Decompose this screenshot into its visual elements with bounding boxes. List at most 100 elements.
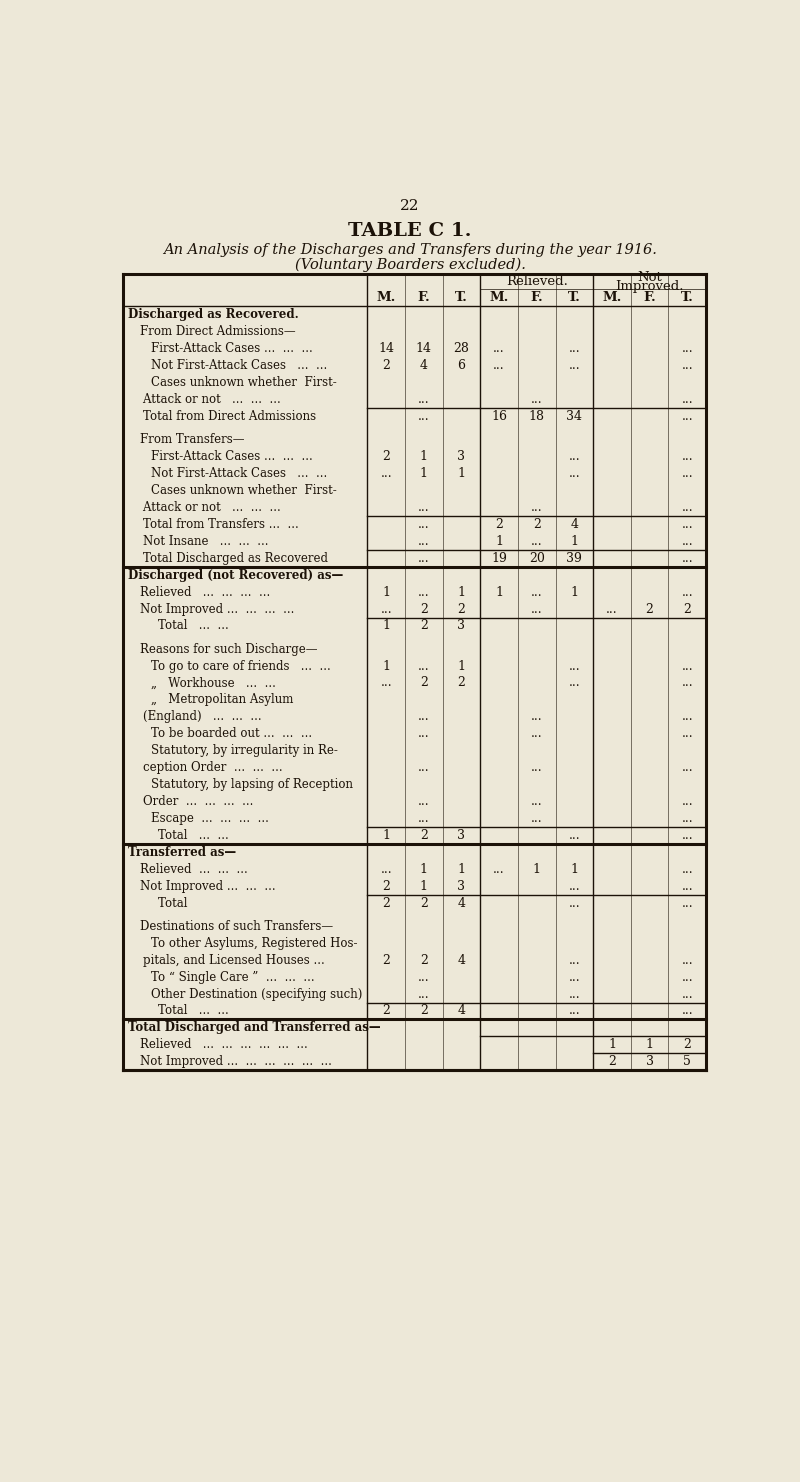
Text: 14: 14 [416, 342, 432, 356]
Text: 1: 1 [382, 659, 390, 673]
Text: 2: 2 [382, 451, 390, 462]
Text: 6: 6 [458, 359, 466, 372]
Text: First-Attack Cases ...  ...  ...: First-Attack Cases ... ... ... [151, 451, 313, 462]
Text: Improved.: Improved. [615, 280, 684, 293]
Text: ...: ... [531, 710, 542, 723]
Text: To go to care of friends   ...  ...: To go to care of friends ... ... [151, 659, 331, 673]
Text: 19: 19 [491, 551, 507, 565]
Text: ...: ... [531, 794, 542, 808]
Text: ...: ... [418, 659, 430, 673]
Text: ...: ... [682, 880, 693, 892]
Text: Total from Transfers ...  ...: Total from Transfers ... ... [128, 517, 298, 531]
Text: 2: 2 [382, 953, 390, 966]
Text: 2: 2 [382, 359, 390, 372]
Text: 1: 1 [382, 585, 390, 599]
Text: Destinations of such Transfers—: Destinations of such Transfers— [139, 920, 333, 932]
Text: ...: ... [531, 535, 542, 548]
Text: ...: ... [682, 728, 693, 741]
Text: 2: 2 [533, 517, 541, 531]
Text: ...: ... [682, 659, 693, 673]
Text: 2: 2 [420, 619, 428, 633]
Text: 4: 4 [458, 897, 466, 910]
Text: 16: 16 [491, 411, 507, 422]
Text: ...: ... [569, 1005, 580, 1018]
Text: Relieved.: Relieved. [506, 274, 568, 288]
Text: ...: ... [682, 551, 693, 565]
Text: ...: ... [418, 762, 430, 774]
Text: 1: 1 [420, 467, 428, 480]
Text: Cases unknown whether  First-: Cases unknown whether First- [151, 376, 337, 390]
Text: ...: ... [569, 342, 580, 356]
Text: Total   ...  ...: Total ... ... [128, 619, 229, 633]
Text: Total: Total [128, 897, 187, 910]
Text: Other Destination (specifying such): Other Destination (specifying such) [151, 987, 362, 1000]
Text: Total   ...  ...: Total ... ... [128, 1005, 229, 1018]
Text: Statutory, by irregularity in Re-: Statutory, by irregularity in Re- [151, 744, 338, 757]
Text: ...: ... [531, 393, 542, 406]
Text: ...: ... [569, 659, 580, 673]
Text: ...: ... [682, 762, 693, 774]
Text: 5: 5 [683, 1055, 691, 1069]
Text: ...: ... [569, 359, 580, 372]
Text: ...: ... [682, 710, 693, 723]
Text: ...: ... [418, 710, 430, 723]
Text: M.: M. [602, 292, 622, 304]
Text: ...: ... [418, 585, 430, 599]
Text: ...: ... [682, 828, 693, 842]
Text: 2: 2 [458, 676, 466, 689]
Text: T.: T. [455, 292, 468, 304]
Text: M.: M. [377, 292, 396, 304]
Text: Attack or not   ...  ...  ...: Attack or not ... ... ... [128, 393, 281, 406]
Text: ...: ... [569, 987, 580, 1000]
Text: 1: 1 [382, 619, 390, 633]
Text: F.: F. [418, 292, 430, 304]
Text: ...: ... [418, 501, 430, 514]
Text: ...: ... [418, 971, 430, 984]
Text: ...: ... [682, 359, 693, 372]
Text: From Transfers—: From Transfers— [139, 433, 244, 446]
Text: ...: ... [569, 676, 580, 689]
Text: Cases unknown whether  First-: Cases unknown whether First- [151, 485, 337, 496]
Text: M.: M. [490, 292, 509, 304]
Text: 2: 2 [608, 1055, 616, 1069]
Text: 1: 1 [420, 451, 428, 462]
Text: ...: ... [569, 971, 580, 984]
Text: 4: 4 [570, 517, 578, 531]
Text: ...: ... [494, 863, 505, 876]
Text: An Analysis of the Discharges and Transfers during the year 1916.: An Analysis of the Discharges and Transf… [163, 243, 657, 256]
Text: Not Improved ...  ...  ...: Not Improved ... ... ... [139, 880, 275, 892]
Text: 2: 2 [420, 897, 428, 910]
Text: 2: 2 [420, 1005, 428, 1018]
Text: Reasons for such Discharge—: Reasons for such Discharge— [139, 643, 317, 655]
Text: ...: ... [531, 762, 542, 774]
Text: 14: 14 [378, 342, 394, 356]
Text: (Voluntary Boarders excluded).: (Voluntary Boarders excluded). [294, 258, 526, 271]
Text: 2: 2 [382, 897, 390, 910]
Text: ...: ... [418, 987, 430, 1000]
Text: 3: 3 [458, 619, 466, 633]
Text: ...: ... [682, 517, 693, 531]
Text: (England)   ...  ...  ...: (England) ... ... ... [128, 710, 262, 723]
Text: 4: 4 [458, 953, 466, 966]
Text: ...: ... [531, 728, 542, 741]
Text: Transferred as—: Transferred as— [128, 846, 236, 860]
Text: ...: ... [682, 467, 693, 480]
Text: Not First-Attack Cases   ...  ...: Not First-Attack Cases ... ... [151, 467, 327, 480]
Text: 4: 4 [458, 1005, 466, 1018]
Text: 28: 28 [454, 342, 470, 356]
Text: ...: ... [418, 551, 430, 565]
Text: Order  ...  ...  ...  ...: Order ... ... ... ... [128, 794, 254, 808]
Text: 2: 2 [495, 517, 503, 531]
Text: 1: 1 [458, 467, 466, 480]
Text: Not First-Attack Cases   ...  ...: Not First-Attack Cases ... ... [151, 359, 327, 372]
Text: Attack or not   ...  ...  ...: Attack or not ... ... ... [128, 501, 281, 514]
Text: 1: 1 [646, 1039, 654, 1051]
Text: ...: ... [569, 467, 580, 480]
Text: 2: 2 [646, 603, 654, 615]
Text: 1: 1 [608, 1039, 616, 1051]
Text: ...: ... [606, 603, 618, 615]
Text: Discharged (not Recovered) as—: Discharged (not Recovered) as— [128, 569, 343, 581]
Text: 1: 1 [533, 863, 541, 876]
Text: ...: ... [531, 603, 542, 615]
Text: ...: ... [682, 987, 693, 1000]
